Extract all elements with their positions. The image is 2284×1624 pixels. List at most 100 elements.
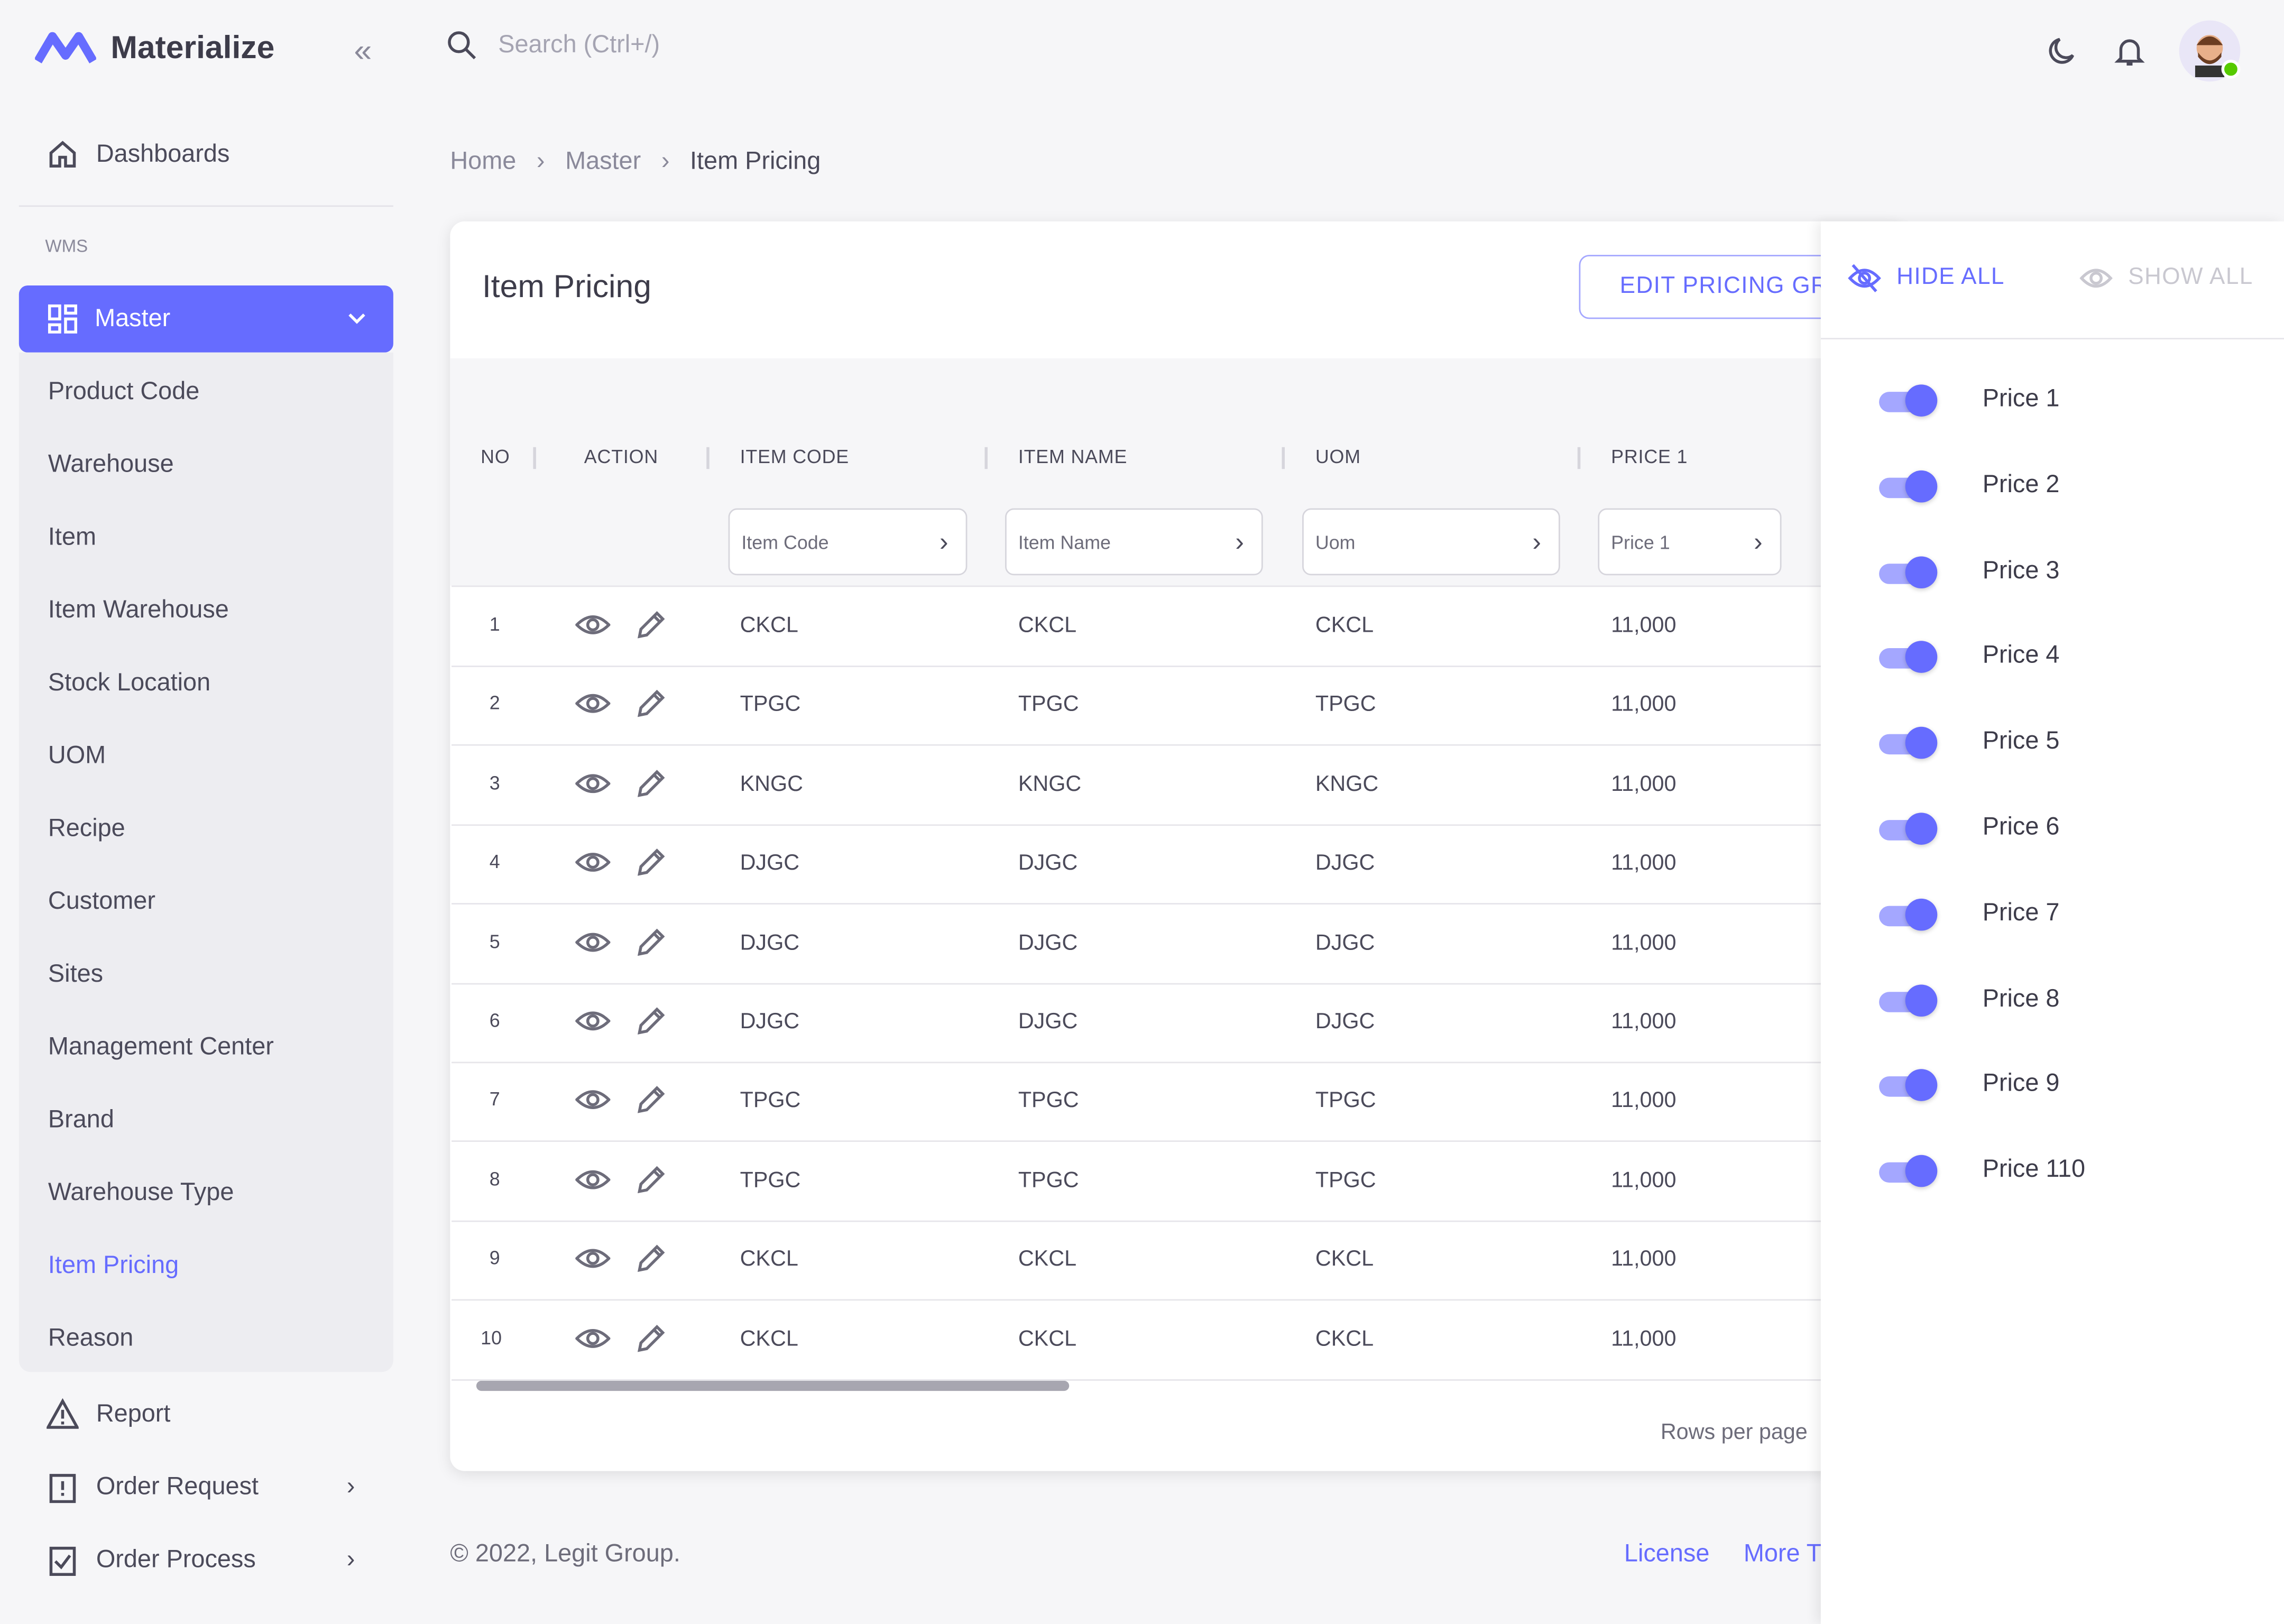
sidebar-subitem[interactable]: Recipe bbox=[19, 792, 125, 865]
column-visibility-toggle[interactable] bbox=[1876, 811, 1938, 846]
item-name-cell: CKCL bbox=[1018, 613, 1077, 638]
sidebar-item-report[interactable]: Report bbox=[0, 1378, 170, 1451]
edit-pencil-icon[interactable] bbox=[635, 1005, 667, 1043]
grid-icon bbox=[48, 304, 78, 334]
app-logo[interactable]: Materialize bbox=[35, 29, 274, 67]
view-eye-icon[interactable] bbox=[575, 1245, 611, 1278]
edit-pencil-icon[interactable] bbox=[635, 1322, 667, 1360]
chevron-right-icon: › bbox=[1754, 526, 1763, 556]
row-number: 1 bbox=[489, 613, 500, 635]
edit-pencil-icon[interactable] bbox=[635, 926, 667, 964]
column-header[interactable]: ACTION bbox=[584, 446, 659, 468]
view-eye-icon[interactable] bbox=[575, 612, 611, 644]
column-header[interactable]: PRICE 1 bbox=[1611, 446, 1688, 468]
column-resize-handle[interactable] bbox=[1577, 447, 1581, 469]
edit-pencil-icon[interactable] bbox=[635, 609, 667, 647]
sidebar-subitem[interactable]: Reason bbox=[19, 1302, 133, 1375]
hide-all-button[interactable]: HIDE ALL bbox=[1847, 262, 2004, 294]
sidebar-subitem[interactable]: Brand bbox=[19, 1084, 114, 1157]
sidebar-subitem[interactable]: Warehouse Type bbox=[19, 1157, 234, 1230]
sidebar-item-master[interactable]: Master bbox=[19, 285, 393, 353]
item-name-cell: TPGC bbox=[1018, 692, 1079, 717]
breadcrumb-master[interactable]: Master bbox=[565, 147, 641, 175]
column-visibility-toggle[interactable] bbox=[1876, 383, 1938, 418]
horizontal-scrollbar[interactable] bbox=[476, 1380, 1070, 1391]
view-eye-icon[interactable] bbox=[575, 691, 611, 723]
sidebar-subitem[interactable]: Item bbox=[19, 501, 96, 574]
column-header[interactable]: UOM bbox=[1315, 446, 1361, 468]
toggle-knob bbox=[1905, 1155, 1938, 1187]
view-eye-icon[interactable] bbox=[575, 1166, 611, 1198]
user-avatar[interactable] bbox=[2179, 20, 2241, 82]
column-filter-input[interactable]: Price 1 › bbox=[1598, 508, 1782, 576]
view-eye-icon[interactable] bbox=[575, 770, 611, 802]
column-visibility-toggle[interactable] bbox=[1876, 555, 1938, 589]
column-filter-input[interactable]: Item Name › bbox=[1005, 508, 1263, 576]
row-number: 8 bbox=[489, 1168, 500, 1190]
table-row: 7 TPGC TPGC TPGC 11,000 bbox=[452, 1063, 1821, 1143]
edit-pencil-icon[interactable] bbox=[635, 1164, 667, 1202]
column-filter-input[interactable]: Uom › bbox=[1302, 508, 1560, 576]
column-filter-input[interactable]: Item Code › bbox=[728, 508, 968, 576]
sidebar-item-order-request[interactable]: Order Request › bbox=[0, 1451, 367, 1524]
logo-icon bbox=[35, 32, 96, 63]
sidebar-subitem[interactable]: Sites bbox=[19, 938, 103, 1011]
clipboard-alert-icon bbox=[49, 1474, 76, 1503]
view-eye-icon[interactable] bbox=[575, 929, 611, 961]
sidebar-divider bbox=[19, 205, 393, 207]
sidebar-subitem[interactable]: UOM bbox=[19, 719, 106, 792]
sidebar-subitem[interactable]: Item Warehouse bbox=[19, 574, 229, 647]
edit-pencil-icon[interactable] bbox=[635, 846, 667, 884]
sidebar-subitem[interactable]: Warehouse bbox=[19, 428, 174, 501]
view-eye-icon[interactable] bbox=[575, 1325, 611, 1357]
column-resize-handle[interactable] bbox=[533, 447, 536, 469]
license-link[interactable]: License bbox=[1624, 1539, 1710, 1567]
column-visibility-toggle[interactable] bbox=[1876, 469, 1938, 504]
column-resize-handle[interactable] bbox=[706, 447, 710, 469]
column-visibility-toggle[interactable] bbox=[1876, 1154, 1938, 1189]
sidebar-label: Order Request bbox=[96, 1472, 259, 1500]
edit-pencil-icon[interactable] bbox=[635, 1084, 667, 1122]
item-name-cell: TPGC bbox=[1018, 1168, 1079, 1193]
column-header[interactable]: ITEM CODE bbox=[740, 446, 850, 468]
search-bar[interactable]: Search (Ctrl+/) bbox=[446, 29, 660, 61]
edit-pencil-icon[interactable] bbox=[635, 767, 667, 805]
breadcrumb-home[interactable]: Home bbox=[450, 147, 517, 175]
sidebar-subitem[interactable]: Management Center bbox=[19, 1011, 274, 1084]
column-visibility-toggle[interactable] bbox=[1876, 726, 1938, 761]
item-code-cell: CKCL bbox=[740, 613, 798, 638]
table-row: 10 CKCL CKCL CKCL 11,000 bbox=[452, 1300, 1821, 1380]
column-header[interactable]: NO bbox=[481, 446, 510, 468]
column-resize-handle[interactable] bbox=[984, 447, 988, 469]
sidebar-item-order-process[interactable]: Order Process › bbox=[0, 1524, 367, 1597]
column-visibility-toggle[interactable] bbox=[1876, 640, 1938, 675]
more-themes-link[interactable]: More T bbox=[1743, 1539, 1822, 1567]
chevron-right-icon: › bbox=[1235, 526, 1244, 556]
item-name-cell: DJGC bbox=[1018, 1009, 1078, 1035]
notification-bell-icon[interactable] bbox=[2112, 33, 2147, 68]
view-eye-icon[interactable] bbox=[575, 850, 611, 882]
dark-mode-moon-icon[interactable] bbox=[2045, 33, 2080, 68]
sidebar-subitem[interactable]: Stock Location bbox=[19, 647, 210, 719]
toggle-knob bbox=[1905, 1069, 1938, 1102]
search-input[interactable]: Search (Ctrl+/) bbox=[498, 30, 660, 59]
column-visibility-toggle[interactable] bbox=[1876, 897, 1938, 932]
collapse-sidebar-icon[interactable]: « bbox=[354, 32, 372, 69]
sidebar-subitem[interactable]: Product Code bbox=[19, 355, 199, 428]
sidebar-item-dashboards[interactable]: Dashboards bbox=[0, 118, 229, 191]
column-visibility-toggle[interactable] bbox=[1876, 983, 1938, 1018]
edit-pencil-icon[interactable] bbox=[635, 688, 667, 726]
edit-pricing-group-button[interactable]: EDIT PRICING GR bbox=[1579, 255, 1907, 319]
sidebar-subitem[interactable]: Customer bbox=[19, 865, 155, 938]
sidebar-subitem[interactable]: Item Pricing bbox=[19, 1229, 179, 1302]
price-1-cell: 11,000 bbox=[1611, 851, 1677, 876]
column-header[interactable]: ITEM NAME bbox=[1018, 446, 1128, 468]
column-visibility-toggle[interactable] bbox=[1876, 1068, 1938, 1103]
view-eye-icon[interactable] bbox=[575, 1008, 611, 1040]
view-eye-icon[interactable] bbox=[575, 1087, 611, 1119]
chevron-right-icon: › bbox=[940, 526, 948, 556]
edit-pencil-icon[interactable] bbox=[635, 1243, 667, 1281]
show-all-button[interactable]: SHOW ALL bbox=[2079, 262, 2253, 294]
row-number: 10 bbox=[481, 1326, 502, 1349]
column-resize-handle[interactable] bbox=[1282, 447, 1285, 469]
